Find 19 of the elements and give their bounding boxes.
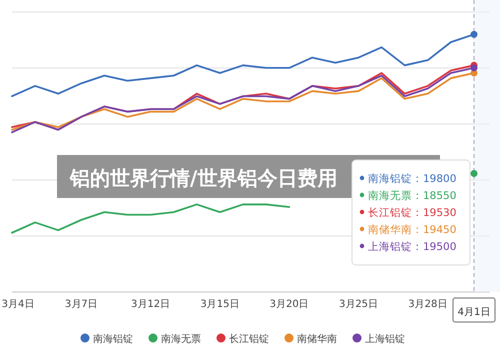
annotation: 长江铝锭：19530 xyxy=(368,206,456,219)
annotation: 南海无票：18550 xyxy=(368,189,456,202)
x-tick-label: 3月28日 xyxy=(408,299,448,310)
annotation: 上海铝锭：19500 xyxy=(368,240,456,253)
text: 铝的世界行情/世界铝今日费用 xyxy=(69,166,338,190)
legend-label: 南海铝锭 xyxy=(93,333,133,345)
annotation: 南储华南：19450 xyxy=(368,223,456,236)
x-tick-label: 3月15日 xyxy=(200,299,240,310)
x-tick-label: 3月25日 xyxy=(338,299,378,310)
legend-label: 上海铝锭 xyxy=(365,333,405,345)
legend-label: 长江铝锭 xyxy=(229,333,269,345)
annotation: 南海铝锭：19800 xyxy=(368,172,456,185)
x-tick-label: 4月1日 xyxy=(458,307,490,318)
legend-label: 南储华南 xyxy=(297,333,337,345)
x-tick-label: 3月20日 xyxy=(270,299,309,310)
legend-label: 南海无票 xyxy=(161,333,201,345)
x-tick-label: 3月12日 xyxy=(131,299,170,310)
x-tick-label: 3月4日 xyxy=(2,299,34,310)
x-tick-label: 3月7日 xyxy=(64,299,98,310)
